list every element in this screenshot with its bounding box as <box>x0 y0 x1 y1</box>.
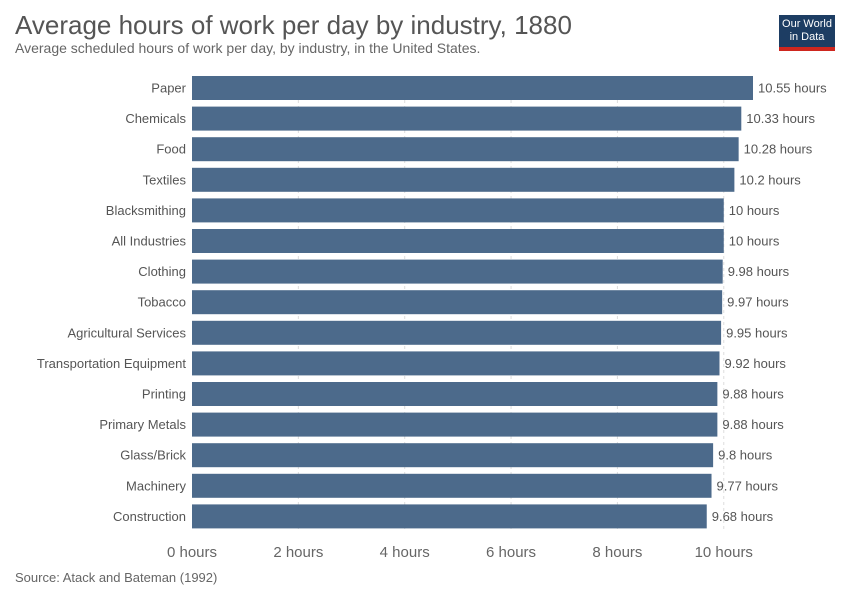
bar <box>192 504 707 529</box>
bar <box>192 259 723 284</box>
category-label: Textiles <box>143 172 187 187</box>
value-label: 9.97 hours <box>727 295 789 310</box>
value-label: 10.28 hours <box>744 142 813 157</box>
category-label: Paper <box>151 81 186 96</box>
bar <box>192 229 724 253</box>
bar <box>192 473 712 498</box>
bar <box>192 320 722 345</box>
category-label: Printing <box>142 387 186 402</box>
bar <box>192 351 720 376</box>
category-label: Construction <box>113 509 186 524</box>
value-label: 10.55 hours <box>758 81 827 96</box>
x-tick-label: 2 hours <box>273 544 323 561</box>
bar <box>192 167 735 192</box>
x-tick-label: 10 hours <box>695 544 753 561</box>
bar <box>192 137 739 162</box>
category-label: Clothing <box>138 264 186 279</box>
chart-title: Average hours of work per day by industr… <box>15 10 572 40</box>
category-label: Blacksmithing <box>106 203 186 218</box>
category-label: Tobacco <box>138 295 186 310</box>
category-label: Agricultural Services <box>68 325 187 340</box>
category-label: Machinery <box>126 478 186 493</box>
value-label: 10 hours <box>729 234 780 249</box>
owid-logo[interactable]: Our World in Data <box>779 15 835 51</box>
bar <box>192 290 723 315</box>
x-tick-label: 8 hours <box>592 544 642 561</box>
value-label: 9.92 hours <box>724 356 786 371</box>
bar <box>192 412 718 437</box>
x-tick-label: 0 hours <box>167 544 217 561</box>
category-label: All Industries <box>112 234 187 249</box>
logo-accent-bar <box>779 47 835 51</box>
value-label: 10 hours <box>729 203 780 218</box>
category-label: Transportation Equipment <box>37 356 186 371</box>
bar <box>192 106 742 131</box>
category-label: Food <box>156 142 186 157</box>
logo-line-1: Our World <box>782 18 832 30</box>
x-tick-label: 4 hours <box>380 544 430 561</box>
source-note: Source: Atack and Bateman (1992) <box>15 570 218 585</box>
bar <box>192 382 718 406</box>
category-label: Chemicals <box>125 111 186 126</box>
value-label: 9.98 hours <box>728 264 790 279</box>
logo-line-2: in Data <box>789 31 825 43</box>
category-label: Primary Metals <box>99 417 186 432</box>
x-tick-label: 6 hours <box>486 544 536 561</box>
bar <box>192 76 753 100</box>
value-label: 9.88 hours <box>722 387 784 402</box>
value-label: 9.8 hours <box>718 448 773 463</box>
value-label: 9.77 hours <box>717 478 779 493</box>
value-label: 9.88 hours <box>722 417 784 432</box>
value-label: 10.2 hours <box>739 172 801 187</box>
chart-subtitle: Average scheduled hours of work per day,… <box>15 40 481 56</box>
category-label: Glass/Brick <box>120 448 186 463</box>
value-label: 9.95 hours <box>726 325 788 340</box>
value-label: 9.68 hours <box>712 509 774 524</box>
value-label: 10.33 hours <box>746 111 815 126</box>
bar <box>192 198 724 223</box>
bar <box>192 443 714 468</box>
